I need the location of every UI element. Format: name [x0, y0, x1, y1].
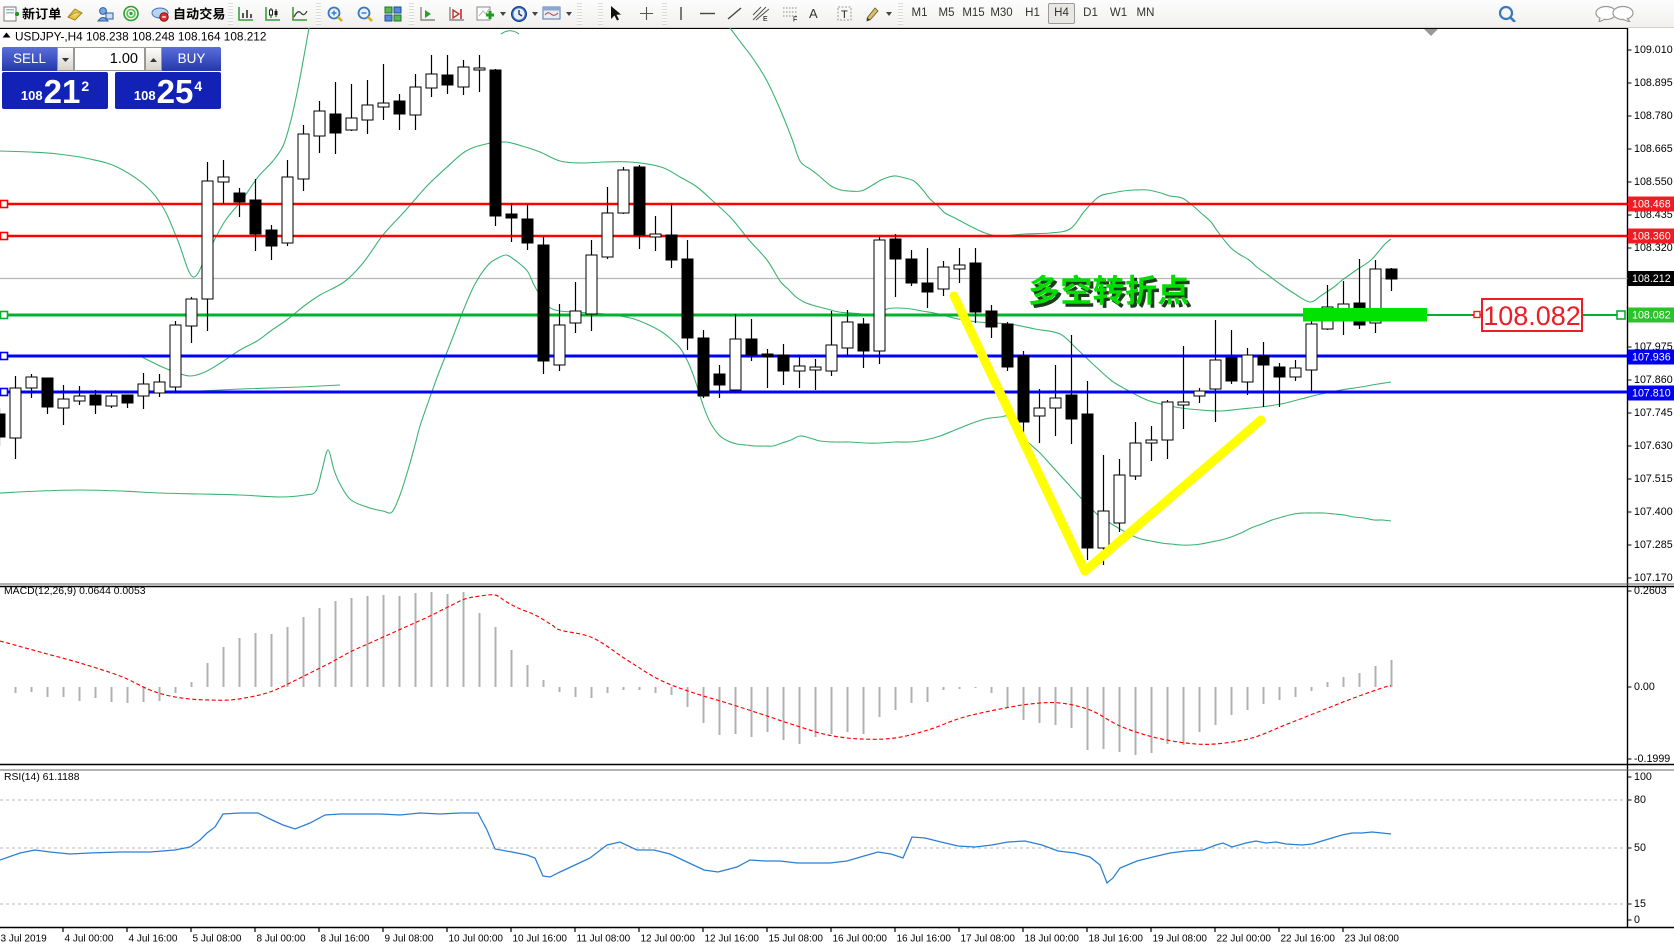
svg-text:108.895: 108.895 — [1634, 77, 1673, 89]
svg-text:16 Jul 16:00: 16 Jul 16:00 — [897, 934, 952, 945]
svg-text:108.212: 108.212 — [1632, 273, 1671, 285]
svg-text:17 Jul 08:00: 17 Jul 08:00 — [961, 934, 1016, 945]
svg-text:10 Jul 16:00: 10 Jul 16:00 — [513, 934, 568, 945]
svg-text:108.320: 108.320 — [1634, 242, 1673, 254]
svg-text:22 Jul 16:00: 22 Jul 16:00 — [1281, 934, 1336, 945]
svg-text:108.665: 108.665 — [1634, 143, 1673, 155]
svg-text:RSI(14) 61.1188: RSI(14) 61.1188 — [4, 772, 80, 783]
svg-text:108.780: 108.780 — [1634, 110, 1673, 122]
svg-text:18 Jul 00:00: 18 Jul 00:00 — [1025, 934, 1080, 945]
svg-text:9 Jul 08:00: 9 Jul 08:00 — [385, 934, 434, 945]
svg-text:107.810: 107.810 — [1632, 388, 1671, 400]
svg-text:5 Jul 08:00: 5 Jul 08:00 — [193, 934, 242, 945]
svg-text:3 Jul 2019: 3 Jul 2019 — [1, 934, 48, 945]
svg-text:0.00: 0.00 — [1634, 681, 1655, 693]
svg-text:16 Jul 00:00: 16 Jul 00:00 — [833, 934, 888, 945]
svg-text:F: F — [793, 17, 797, 23]
svg-text:107.285: 107.285 — [1634, 539, 1673, 551]
svg-text:100: 100 — [1634, 771, 1652, 783]
svg-text:107.400: 107.400 — [1634, 506, 1673, 518]
svg-text:USDJPY-,H4 108.238 108.248 10: USDJPY-,H4 108.238 108.248 108.164 108.2… — [15, 30, 266, 44]
svg-text:15: 15 — [1634, 898, 1646, 910]
svg-text:50: 50 — [1634, 842, 1646, 854]
svg-text:108.082: 108.082 — [1483, 301, 1581, 331]
svg-text:4 Jul 16:00: 4 Jul 16:00 — [129, 934, 178, 945]
svg-text:23 Jul 08:00: 23 Jul 08:00 — [1345, 934, 1400, 945]
svg-text:11 Jul 08:00: 11 Jul 08:00 — [577, 934, 631, 945]
svg-text:107.170: 107.170 — [1634, 572, 1673, 584]
svg-text:T: T — [841, 9, 848, 21]
svg-text:80: 80 — [1634, 794, 1646, 806]
svg-text:E: E — [763, 16, 768, 22]
svg-text:10 Jul 00:00: 10 Jul 00:00 — [449, 934, 504, 945]
svg-text:12 Jul 00:00: 12 Jul 00:00 — [641, 934, 696, 945]
svg-text:-0.1999: -0.1999 — [1634, 753, 1670, 765]
svg-text:107.936: 107.936 — [1632, 352, 1671, 364]
svg-text:107.745: 107.745 — [1634, 407, 1673, 419]
svg-text:4 Jul 00:00: 4 Jul 00:00 — [65, 934, 114, 945]
svg-text:109.010: 109.010 — [1634, 44, 1673, 56]
svg-text:107.515: 107.515 — [1634, 473, 1673, 485]
svg-text:0.2603: 0.2603 — [1634, 585, 1667, 597]
svg-text:22 Jul 00:00: 22 Jul 00:00 — [1217, 934, 1272, 945]
svg-text:108.360: 108.360 — [1632, 231, 1671, 243]
svg-text:107.630: 107.630 — [1634, 440, 1673, 452]
svg-text:15 Jul 08:00: 15 Jul 08:00 — [769, 934, 824, 945]
svg-text:18 Jul 16:00: 18 Jul 16:00 — [1089, 934, 1144, 945]
svg-text:19 Jul 08:00: 19 Jul 08:00 — [1153, 934, 1208, 945]
svg-text:108.468: 108.468 — [1632, 199, 1671, 211]
svg-text:8 Jul 00:00: 8 Jul 00:00 — [257, 934, 306, 945]
svg-text:12 Jul 16:00: 12 Jul 16:00 — [705, 934, 760, 945]
svg-text:108.435: 108.435 — [1634, 209, 1673, 221]
svg-text:107.860: 107.860 — [1634, 374, 1673, 386]
svg-text:8 Jul 16:00: 8 Jul 16:00 — [321, 934, 370, 945]
svg-text:108.082: 108.082 — [1632, 310, 1671, 322]
svg-text:108.550: 108.550 — [1634, 176, 1673, 188]
svg-text:MACD(12,26,9) 0.0644 0.0053: MACD(12,26,9) 0.0644 0.0053 — [4, 586, 146, 597]
svg-text:0: 0 — [1634, 914, 1640, 926]
